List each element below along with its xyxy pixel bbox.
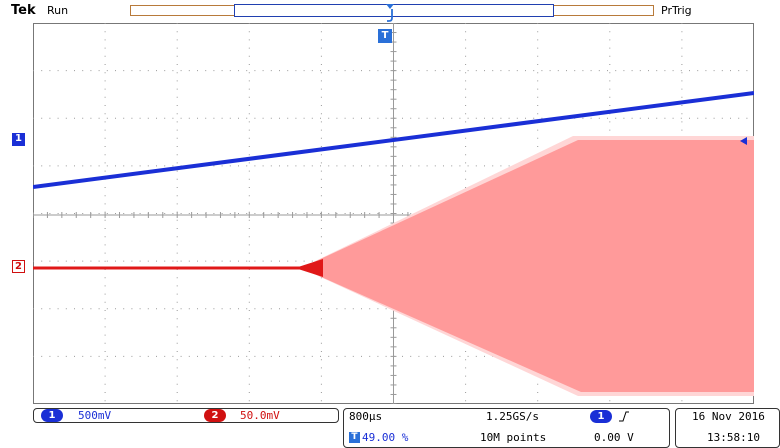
- trigger-mode: PrTrig: [661, 4, 692, 17]
- time: 13:58:10: [707, 431, 760, 444]
- date-time-box: 16 Nov 2016 13:58:10: [675, 408, 780, 448]
- trigger-marker[interactable]: T: [378, 29, 392, 43]
- timebase-box[interactable]: 800µs 1.25GS/s T 49.00 % 10M points 1 0.…: [343, 408, 670, 448]
- channel-1-badge: 1: [41, 409, 63, 422]
- top-status-bar: Tek Run PrTrig: [0, 0, 780, 22]
- trigger-position-tag: T: [349, 432, 360, 443]
- waveform-display[interactable]: [33, 23, 754, 404]
- trigger-position-value: 49.00 %: [362, 431, 409, 444]
- channel-1-scale: 500mV: [78, 409, 112, 422]
- date: 16 Nov 2016: [692, 410, 765, 423]
- trigger-level: 0.00 V: [594, 431, 634, 444]
- sample-rate: 1.25GS/s: [486, 410, 539, 423]
- channel-2-scale: 50.0mV: [240, 409, 280, 422]
- horizontal-scale: 800µs: [349, 410, 383, 423]
- trigger-level-arrow-icon[interactable]: [740, 137, 747, 145]
- trigger-source-badge: 1: [590, 410, 612, 423]
- rising-edge-icon: [619, 411, 629, 422]
- record-view-window[interactable]: [234, 4, 554, 17]
- record-length: 10M points: [480, 431, 547, 444]
- acquisition-state: Run: [47, 4, 69, 17]
- brand-logo: Tek: [11, 3, 36, 18]
- channel-2-onset: [295, 259, 323, 277]
- channel-2-marker[interactable]: 2: [12, 260, 25, 273]
- channel-scale-box[interactable]: 1 500mV 2 50.0mV: [33, 408, 339, 423]
- channel-2-envelope: [301, 136, 754, 396]
- trigger-position-icon: [386, 4, 394, 22]
- channel-1-trace: [33, 91, 754, 189]
- channel-1-marker[interactable]: 1: [12, 133, 25, 146]
- channel-2-badge: 2: [204, 409, 226, 422]
